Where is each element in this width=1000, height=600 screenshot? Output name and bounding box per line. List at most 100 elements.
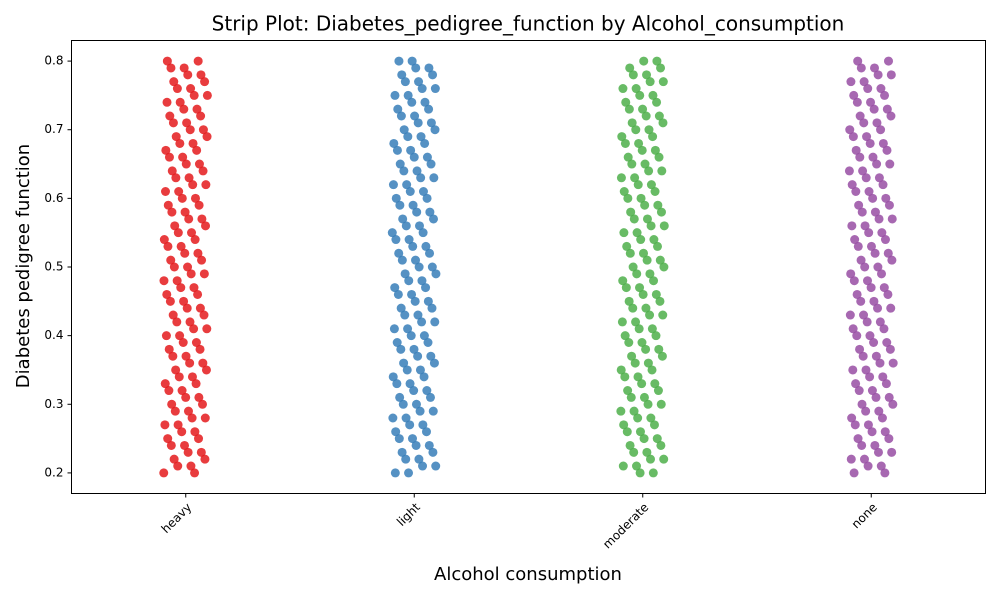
- strip-point: [430, 317, 440, 327]
- strip-point: [659, 221, 669, 231]
- strip-point: [399, 125, 409, 135]
- strip-point: [167, 207, 177, 217]
- strip-point: [855, 344, 865, 354]
- strip-point: [411, 255, 421, 265]
- strip-point: [165, 296, 175, 306]
- strip-point: [625, 248, 635, 258]
- strip-point: [195, 303, 205, 313]
- strip-point: [388, 372, 398, 382]
- strip-point: [201, 221, 211, 231]
- strip-point: [422, 386, 432, 396]
- strip-point: [426, 351, 436, 361]
- strip-point: [637, 379, 647, 389]
- strip-point: [421, 427, 431, 437]
- strip-point: [176, 283, 186, 293]
- strip-point: [419, 372, 429, 382]
- strip-point: [169, 262, 179, 272]
- strip-point: [399, 166, 409, 176]
- strip-point: [628, 303, 638, 313]
- strip-point: [869, 338, 879, 347]
- strip-point: [854, 200, 864, 210]
- strip-point: [197, 214, 207, 224]
- strip-point: [197, 399, 207, 409]
- strip-point: [410, 296, 420, 306]
- strip-point: [404, 235, 414, 245]
- strip-point: [656, 399, 666, 409]
- strip-point: [408, 241, 418, 251]
- strip-point: [161, 145, 171, 155]
- strip-point: [171, 132, 181, 142]
- strip-point: [390, 90, 400, 100]
- strip-point: [635, 283, 645, 293]
- strip-point: [851, 145, 861, 155]
- strip-point: [621, 97, 631, 107]
- strip-point: [618, 461, 628, 471]
- strip-point: [393, 104, 403, 114]
- strip-point: [193, 289, 203, 299]
- strip-point: [402, 180, 412, 190]
- strip-point: [198, 166, 208, 176]
- strip-point: [160, 379, 170, 389]
- strip-point: [395, 159, 405, 169]
- points: [159, 56, 898, 478]
- strip-point: [620, 331, 630, 341]
- y-axis-label: Diabetes pedigree function: [13, 144, 34, 388]
- strip-point: [850, 420, 860, 430]
- strip-point: [391, 193, 401, 203]
- strip-point: [872, 118, 882, 128]
- strip-point: [646, 413, 656, 423]
- strip-point: [418, 420, 428, 430]
- strip-point: [390, 283, 400, 293]
- strip-point: [431, 269, 441, 279]
- strip-point: [627, 118, 637, 128]
- strip-point: [645, 310, 655, 320]
- strip-point: [888, 399, 898, 409]
- strip-point: [863, 420, 873, 430]
- strip-point: [853, 56, 863, 66]
- strip-point: [637, 145, 647, 155]
- strip-point: [414, 77, 424, 87]
- strip-point: [410, 111, 420, 121]
- strip-point: [179, 104, 189, 114]
- strip-point: [625, 440, 635, 450]
- strip-point: [649, 235, 659, 245]
- strip-point: [622, 427, 632, 437]
- strip-point: [418, 228, 428, 238]
- y-tick-label: 0.2: [44, 465, 63, 479]
- strip-point: [180, 440, 190, 450]
- strip-point: [198, 358, 208, 368]
- strip-point: [430, 125, 440, 135]
- y-tick-label: 0.5: [44, 260, 63, 274]
- strip-point: [650, 187, 660, 196]
- strip-point: [871, 351, 881, 361]
- strip-point: [857, 440, 867, 450]
- y-tick-label: 0.4: [44, 328, 63, 342]
- strip-point: [409, 344, 419, 354]
- strip-point: [636, 193, 646, 203]
- strip-point: [639, 248, 649, 258]
- strip-point: [859, 310, 869, 320]
- strip-point: [421, 241, 431, 251]
- strip-point: [194, 200, 204, 210]
- strip-point: [202, 90, 212, 100]
- strip-point: [200, 413, 210, 423]
- strip-point: [405, 379, 415, 389]
- strip-point: [394, 56, 404, 66]
- strip-point: [396, 111, 406, 121]
- strip-point: [164, 152, 174, 162]
- strip-point: [633, 413, 643, 423]
- strip-point: [862, 132, 872, 142]
- strip-point: [870, 248, 880, 258]
- strip-point: [419, 331, 429, 341]
- strip-point: [194, 392, 204, 402]
- strip-point: [619, 420, 629, 430]
- strip-point: [632, 269, 642, 279]
- strip-point: [640, 200, 650, 210]
- strip-point: [160, 420, 170, 430]
- strip-point: [636, 235, 646, 245]
- strip-point: [180, 207, 190, 217]
- strip-point: [183, 447, 193, 457]
- strip-point: [193, 56, 203, 66]
- strip-point: [423, 296, 433, 306]
